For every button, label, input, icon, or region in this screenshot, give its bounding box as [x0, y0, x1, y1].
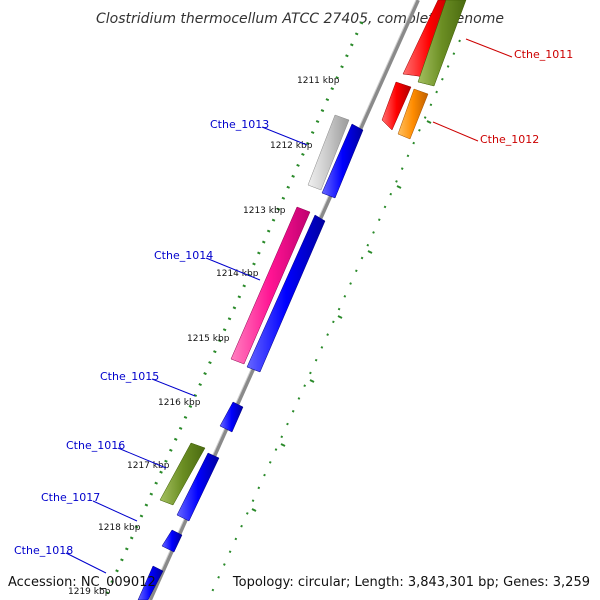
- gene-feature-cthe-1018[interactable]: [137, 565, 164, 600]
- gene-label-cthe-1015[interactable]: Cthe_1015: [100, 370, 159, 383]
- kbp-label: 1214 kbp: [216, 269, 259, 279]
- gene-label-cthe-1012[interactable]: Cthe_1012: [480, 133, 539, 146]
- forward-leader-lines: [432, 38, 513, 142]
- gene-feature-olive-forward[interactable]: [417, 0, 467, 87]
- map-title: Clostridium thermocellum ATCC 27405, com…: [96, 11, 504, 27]
- gene-feature-cthe-1013-gray[interactable]: [307, 114, 350, 191]
- gene-label-cthe-1017[interactable]: Cthe_1017: [41, 491, 100, 504]
- gene-feature-cthe-1016-olive[interactable]: [159, 442, 206, 506]
- gene-label-cthe-1011[interactable]: Cthe_1011: [514, 48, 573, 61]
- gene-feature-cthe-1014-pink[interactable]: [230, 206, 311, 365]
- outer-tick-track: [102, 21, 364, 600]
- accession-text: Accession: NC_009012: [8, 575, 156, 590]
- reverse-leader-lines: [65, 126, 308, 574]
- gene-feature-red-forward-2[interactable]: [381, 81, 412, 131]
- kbp-label: 1218 kbp: [98, 523, 141, 533]
- kbp-label: 1212 kbp: [270, 141, 313, 151]
- inner-tick-track: [211, 39, 461, 593]
- gene-label-cthe-1014[interactable]: Cthe_1014: [154, 249, 213, 262]
- kbp-label: 1213 kbp: [243, 206, 286, 216]
- gene-feature-cthe-1017[interactable]: [161, 529, 183, 553]
- gene-label-cthe-1013[interactable]: Cthe_1013: [210, 118, 269, 131]
- gene-label-cthe-1016[interactable]: Cthe_1016: [66, 439, 125, 452]
- gene-feature-cthe-1012[interactable]: [397, 88, 429, 140]
- kbp-label: 1211 kbp: [297, 76, 340, 86]
- kbp-label: 1217 kbp: [127, 461, 170, 471]
- gene-feature-cthe-1016[interactable]: [176, 452, 220, 522]
- kbp-label: 1219 kbp: [68, 587, 111, 597]
- gene-feature-cthe-1014[interactable]: [246, 214, 326, 373]
- gene-feature-cthe-1015[interactable]: [219, 401, 244, 433]
- inner-major-ticks: [251, 120, 432, 512]
- gene-feature-cthe-1013[interactable]: [321, 123, 364, 199]
- kbp-label: 1216 kbp: [158, 398, 201, 408]
- kbp-label: 1215 kbp: [187, 334, 230, 344]
- kbp-labels: 1211 kbp 1212 kbp 1213 kbp 1214 kbp 1215…: [68, 76, 340, 597]
- gene-label-cthe-1018[interactable]: Cthe_1018: [14, 544, 73, 557]
- topology-text: Topology: circular; Length: 3,843,301 bp…: [232, 575, 590, 590]
